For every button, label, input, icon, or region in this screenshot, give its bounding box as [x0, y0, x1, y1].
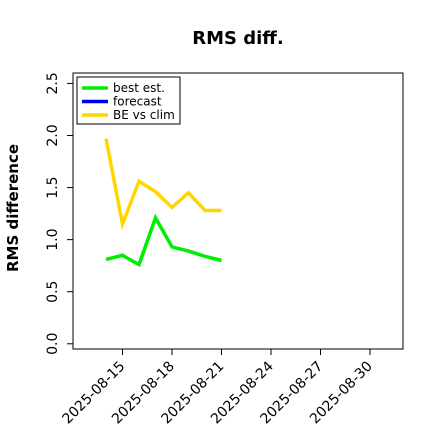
plot-area [72, 72, 404, 350]
y-tick-label: 1.0 [45, 229, 61, 251]
y-tick-label: 2.5 [45, 72, 61, 94]
legend-label: best est. [113, 81, 165, 95]
y-tick-label: 2.0 [45, 124, 61, 146]
series-line-2 [104, 138, 222, 231]
y-tick-label: 1.5 [45, 176, 61, 198]
x-axis-ticks: 2025-08-152025-08-182025-08-212025-08-24… [59, 349, 376, 427]
y-axis-ticks: 0.0 0.5 1.0 1.5 2.0 2.5 [45, 72, 73, 355]
series-line-0 [105, 213, 222, 268]
chart-title: RMS diff. [192, 28, 283, 49]
legend-label: BE vs clim [113, 108, 175, 122]
y-tick-label: 0.5 [45, 281, 61, 303]
y-axis-label: RMS difference [4, 144, 22, 272]
legend-label: forecast [113, 95, 162, 109]
series-lines [104, 138, 222, 268]
plot-frame [72, 72, 404, 350]
y-tick-label: 0.0 [45, 333, 61, 355]
